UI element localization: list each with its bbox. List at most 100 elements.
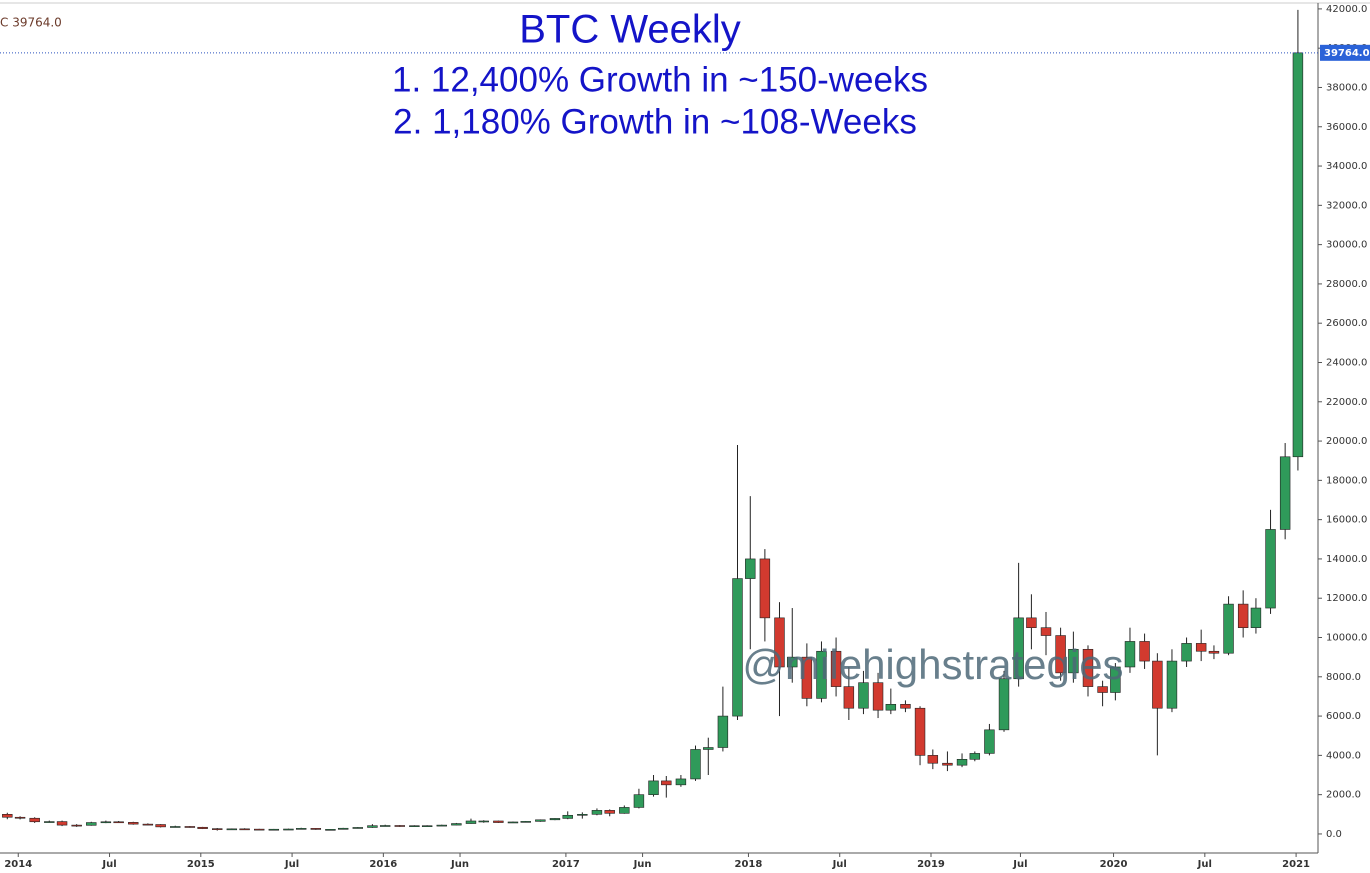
- candle-body: [1279, 456, 1291, 530]
- x-tick-label: Jul: [1197, 859, 1212, 870]
- candle-body: [984, 729, 995, 754]
- candle-body: [155, 824, 166, 828]
- candle-body: [465, 820, 477, 824]
- candle-body: [830, 650, 842, 687]
- last-price-tag: [1320, 44, 1370, 61]
- y-tick-label: 10000.0: [1326, 633, 1367, 644]
- x-tick-label: 2016: [369, 859, 397, 870]
- candle-body: [1292, 52, 1304, 458]
- candle-body: [577, 814, 588, 816]
- candle-body: [379, 825, 391, 827]
- x-tick-label: 2019: [917, 859, 945, 870]
- candle-body: [268, 828, 280, 831]
- x-tick-label: Jul: [1012, 859, 1027, 870]
- candle-body: [998, 678, 1010, 731]
- candle-body: [451, 823, 462, 826]
- candle-body: [507, 821, 519, 824]
- y-tick-label: 4000.0: [1326, 750, 1361, 761]
- candle-body: [254, 828, 265, 831]
- candle-body: [421, 825, 433, 827]
- candle-body: [197, 826, 208, 829]
- candle-body: [745, 558, 756, 579]
- candle-body: [142, 823, 154, 826]
- candle-body: [71, 824, 82, 827]
- candle-body: [520, 821, 531, 823]
- candle-body: [44, 821, 55, 823]
- y-tick-label: 14000.0: [1326, 554, 1367, 565]
- x-tick-label: 2021: [1282, 859, 1310, 870]
- y-tick-label: 6000.0: [1326, 711, 1361, 722]
- x-tick-label: Jul: [101, 859, 116, 870]
- candle-body: [1055, 635, 1066, 674]
- x-tick-label: 2020: [1100, 859, 1128, 870]
- candle-body: [732, 578, 743, 717]
- y-tick-label: 16000.0: [1326, 515, 1367, 526]
- last-price-label: 39764.0: [1324, 48, 1370, 59]
- candle-body: [1026, 617, 1037, 628]
- candle-body: [394, 825, 405, 827]
- candle-body: [128, 822, 139, 825]
- subtitle: 1. 12,400% Growth in ~150-weeks: [392, 60, 928, 99]
- candle-body: [409, 825, 420, 827]
- candle-body: [1208, 650, 1220, 654]
- candle-body: [801, 656, 813, 699]
- y-tick-label: 2000.0: [1326, 790, 1361, 801]
- x-tick-label: Jun: [450, 859, 469, 870]
- candle-body: [283, 828, 294, 831]
- candle-body: [1139, 641, 1150, 662]
- candle-body: [1082, 648, 1094, 687]
- y-tick-label: 20000.0: [1326, 436, 1367, 447]
- candle-body: [1013, 617, 1024, 680]
- x-tick-label: 2017: [552, 859, 580, 870]
- candle-body: [29, 817, 40, 823]
- x-tick-label: 2018: [735, 859, 763, 870]
- candle-body: [562, 814, 573, 819]
- y-tick-label: 8000.0: [1326, 672, 1361, 683]
- candle-body: [927, 755, 939, 764]
- candle-body: [184, 826, 196, 828]
- candle-body: [633, 794, 645, 808]
- candle-body: [759, 558, 771, 619]
- candle-body: [310, 828, 322, 830]
- candle-body: [1068, 648, 1079, 674]
- candle-body: [675, 778, 687, 786]
- candle-body: [295, 828, 307, 830]
- y-tick-label: 36000.0: [1326, 122, 1367, 133]
- candle-body: [816, 650, 827, 699]
- plot: [2, 9, 1304, 831]
- candle-body: [1223, 603, 1234, 654]
- candle-body: [226, 828, 238, 831]
- header-text: C 39764.0: [0, 16, 62, 30]
- candle-body: [1097, 686, 1108, 693]
- candle-body: [717, 715, 729, 748]
- candle-body: [325, 829, 336, 831]
- candle-body: [549, 818, 561, 821]
- candle-body: [858, 682, 869, 709]
- candle-body: [2, 814, 13, 818]
- candle-body: [56, 821, 68, 826]
- x-tick-label: Jun: [633, 859, 652, 870]
- candle-body: [212, 828, 223, 830]
- y-tick-label: 30000.0: [1326, 240, 1367, 251]
- candle-body: [619, 807, 630, 814]
- candle-body: [1152, 660, 1163, 709]
- candle-body: [661, 780, 672, 786]
- y-tick-label: 12000.0: [1326, 593, 1367, 604]
- candle-body: [914, 707, 926, 756]
- candle-body: [900, 703, 911, 709]
- y-tick-label: 18000.0: [1326, 475, 1367, 486]
- y-tick-label: 28000.0: [1326, 279, 1367, 290]
- candle-body: [1040, 627, 1052, 636]
- candle-body: [14, 816, 26, 819]
- candle-body: [885, 703, 897, 711]
- candle-body: [1237, 603, 1249, 628]
- watermark: @milehighstrategies: [742, 641, 1123, 688]
- candle-body: [872, 682, 884, 711]
- x-tick-label: 2015: [187, 859, 215, 870]
- candle-body: [170, 826, 181, 828]
- candle-body: [969, 753, 981, 760]
- candle-body: [352, 827, 364, 829]
- candle-body: [1124, 641, 1136, 668]
- candle-body: [100, 821, 112, 824]
- y-tick-label: 38000.0: [1326, 82, 1367, 93]
